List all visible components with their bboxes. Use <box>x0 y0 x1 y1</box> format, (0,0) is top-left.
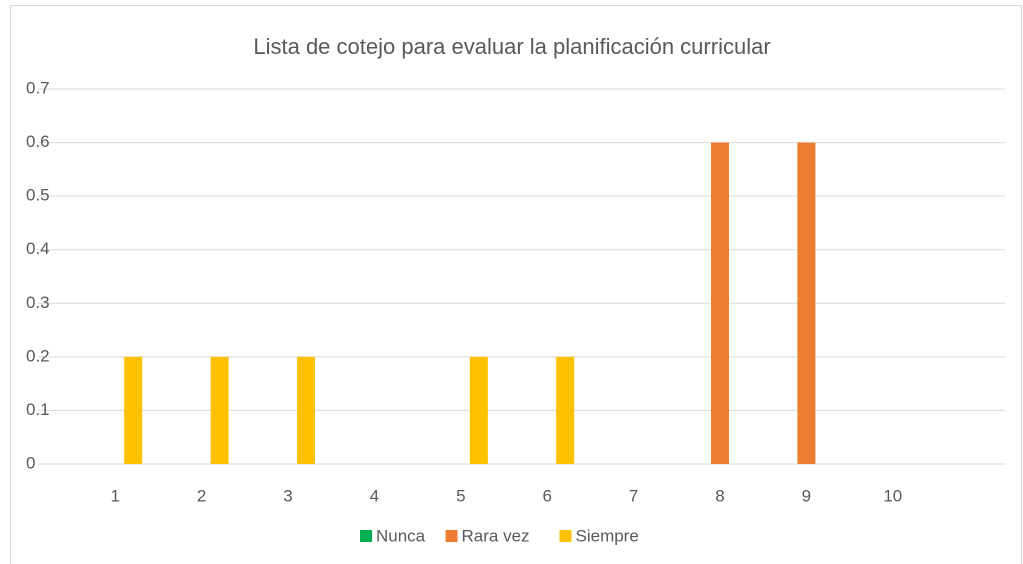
legend-label: Siempre <box>576 526 639 545</box>
y-tick-label: 0 <box>26 453 35 472</box>
y-tick-label: 0.6 <box>26 132 50 151</box>
legend-swatch <box>559 530 572 542</box>
y-tick-label: 0.1 <box>26 400 50 419</box>
x-tick-label: 4 <box>370 486 379 505</box>
x-tick-label: 9 <box>802 486 811 505</box>
x-tick-label: 1 <box>110 486 119 505</box>
legend-label: Rara vez <box>462 526 530 545</box>
x-tick-label: 5 <box>456 486 465 505</box>
y-tick-label: 0.4 <box>26 239 50 258</box>
x-tick-label: 3 <box>283 486 292 505</box>
bar <box>469 356 488 464</box>
chart-frame <box>10 5 1022 564</box>
bar <box>297 356 315 464</box>
y-tick-label: 0.5 <box>26 186 50 205</box>
x-tick-label: 7 <box>629 486 638 505</box>
legend-label: Nunca <box>376 526 426 545</box>
x-tick-label: 8 <box>715 486 724 505</box>
bar <box>210 356 229 464</box>
y-tick-label: 0.7 <box>26 78 50 97</box>
x-tick-label: 6 <box>542 486 551 505</box>
bar <box>711 142 729 465</box>
y-tick-label: 0.3 <box>26 293 50 312</box>
y-tick-label: 0.2 <box>26 346 50 365</box>
legend-swatch <box>445 530 458 542</box>
chart-title: Lista de cotejo para evaluar la planific… <box>253 34 770 59</box>
x-tick-label: 10 <box>883 486 902 505</box>
bar <box>797 142 816 465</box>
bar <box>124 356 143 464</box>
x-tick-label: 2 <box>197 486 206 505</box>
legend-swatch <box>360 530 372 542</box>
bar <box>556 356 575 464</box>
